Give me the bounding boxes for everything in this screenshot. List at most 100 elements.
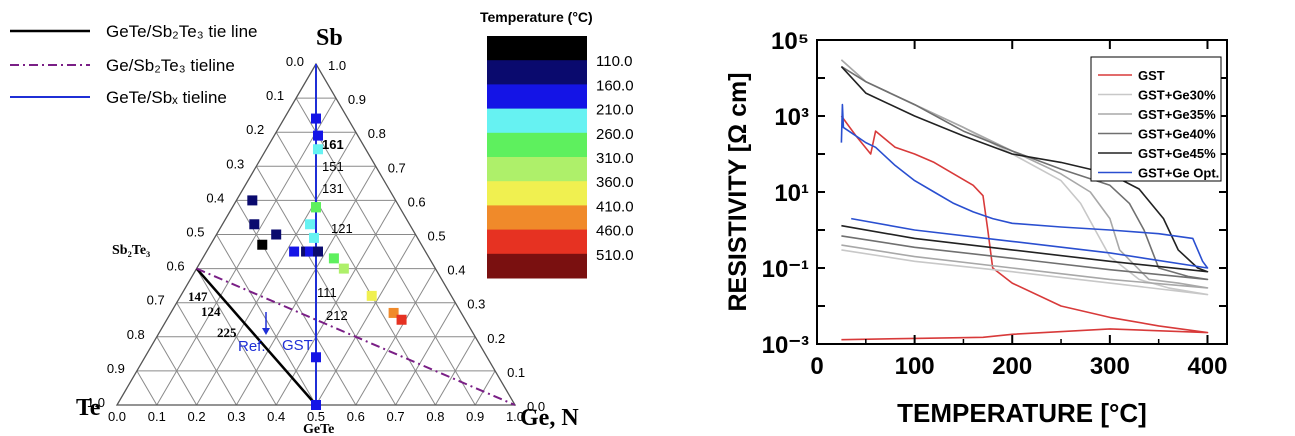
- y-tick-label: 10¹: [774, 180, 809, 207]
- ternary-tick-labels: 0.01.00.00.10.90.10.20.80.20.30.70.30.40…: [87, 54, 545, 424]
- tick-label-bottom: 0.8: [426, 409, 444, 424]
- ternary-point: [305, 219, 316, 230]
- tick-label-right: 0.1: [507, 365, 525, 380]
- grid-line-te: [156, 336, 198, 406]
- tick-label-right: 0.9: [348, 92, 366, 107]
- legend-label: GST: [1138, 68, 1165, 83]
- ternary-point: [396, 314, 407, 325]
- legend-label: GST+Ge30%: [1138, 88, 1216, 103]
- colorbar-swatch: [487, 253, 587, 279]
- ternary-annotation: 111: [317, 285, 337, 300]
- grid-line-te: [176, 302, 237, 406]
- tick-label-bottom: 0.9: [466, 409, 484, 424]
- x-tick-label: 400: [1187, 353, 1227, 380]
- tick-label-left: 0.0: [286, 54, 304, 69]
- grid-line-ge: [235, 166, 377, 406]
- ternary-point: [289, 246, 300, 257]
- y-tick-label: 10⁵: [771, 28, 809, 55]
- ternary-annotation: 212: [326, 308, 348, 323]
- ternary-annotation: 121: [331, 221, 353, 236]
- ternary-annotation: 151: [322, 159, 344, 174]
- series-line: [840, 65, 1209, 281]
- vertex-label-left: Te: [76, 395, 101, 421]
- ternary-point: [312, 130, 323, 141]
- ternary-point: [366, 290, 377, 301]
- colorbar-swatch: [487, 108, 587, 134]
- grid-line-ge: [315, 234, 416, 406]
- ternary-annotation: 225: [217, 325, 237, 340]
- vertex-label-top: Sb: [316, 25, 343, 51]
- grid-line-te: [255, 166, 397, 406]
- resistivity-series: [840, 59, 1209, 341]
- colorbar-swatch: [487, 229, 587, 255]
- x-axis-label: TEMPERATURE [°C]: [897, 398, 1147, 428]
- ternary-point: [338, 263, 349, 274]
- plot-legend: GST GST+Ge30% GST+Ge35% GST+Ge40% GST+Ge45% G…: [1090, 56, 1222, 182]
- grid-line-te: [295, 97, 476, 406]
- legend-label: GST+Ge45%: [1138, 146, 1216, 161]
- colorbar-label: 310.0: [596, 150, 634, 167]
- colorbar-label: 260.0: [596, 126, 634, 143]
- ternary-point: [247, 195, 258, 206]
- y-tick-label: 10³: [774, 104, 809, 131]
- colorbar-label: 110.0: [596, 53, 632, 70]
- legend-label: GST+Ge40%: [1138, 127, 1216, 142]
- y-tick-label: 10⁻¹: [762, 256, 809, 283]
- ternary-point: [305, 246, 316, 257]
- colorbar-label: 210.0: [596, 102, 634, 119]
- series-line: [840, 66, 1209, 273]
- ternary-point: [257, 239, 268, 250]
- x-tick-label: 0: [810, 353, 823, 380]
- tick-label-right: 0.4: [447, 263, 465, 278]
- ternary-point: [309, 232, 320, 243]
- tick-label-left: 0.7: [147, 293, 165, 308]
- colorbar-label: 510.0: [596, 247, 634, 264]
- tick-label-left: 0.1: [266, 88, 284, 103]
- colorbar-label: 160.0: [596, 77, 634, 94]
- temperature-colorbar: Temperature (°C) 110.0 160.0 210.0 260.0 310…: [480, 9, 634, 279]
- colorbar-swatch: [487, 132, 587, 158]
- tick-label-bottom: 0.7: [387, 409, 405, 424]
- grid-line-ge: [355, 268, 436, 406]
- tick-label-bottom: 0.1: [148, 409, 166, 424]
- tick-label-left: 0.6: [167, 259, 185, 274]
- tick-label-bottom: 0.2: [188, 409, 206, 424]
- tick-label-bottom: 0.3: [227, 409, 245, 424]
- colorbar-swatch: [487, 181, 587, 206]
- tick-label-right: 0.5: [428, 229, 446, 244]
- legend-box: [1090, 56, 1222, 182]
- tick-label-left: 1.0: [87, 395, 105, 410]
- ternary-point: [311, 352, 321, 363]
- vertex-label-right: Ge, N: [520, 405, 579, 431]
- colorbar-label: 460.0: [596, 223, 634, 240]
- tick-label-left: 0.8: [127, 327, 145, 342]
- ternary-point: [311, 202, 321, 213]
- colorbar-swatch: [487, 205, 587, 231]
- colorbar-swatch: [487, 60, 587, 85]
- x-tick-label: 300: [1090, 353, 1130, 380]
- grid-line-te: [136, 370, 158, 406]
- grid-line-ge: [434, 336, 476, 406]
- colorbar-label: 360.0: [596, 174, 634, 191]
- resistivity-plot: 0 100 200 300 400 10⁻³ 10⁻¹ 10¹ 10³ 10⁵ TEMPERATU…: [724, 28, 1228, 428]
- series-line: [840, 103, 1209, 269]
- ternary-point: [312, 144, 323, 155]
- colorbar-swatches: [487, 36, 587, 279]
- grid-line-ge: [156, 97, 337, 406]
- ternary-diagram: 0.01.00.00.10.90.10.20.80.20.30.70.30.40…: [10, 9, 634, 436]
- tick-label-left: 0.4: [206, 190, 224, 205]
- legend-label-ge-sb2te3: Ge/Sb₂Te₃ tieline: [106, 56, 235, 75]
- ternary-point: [328, 253, 339, 264]
- ternary-point: [311, 113, 321, 124]
- ternary-annotation: GST: [282, 337, 313, 354]
- legend-entries: GST GST+Ge30% GST+Ge35% GST+Ge40% GST+Ge45% G…: [1098, 68, 1219, 181]
- colorbar-swatch: [487, 157, 587, 182]
- colorbar-swatch: [487, 84, 587, 110]
- tick-label-bottom: 0.0: [108, 409, 126, 424]
- y-axis-label: RESISTIVITY [Ω cm]: [724, 72, 752, 311]
- tick-label-left: 0.2: [246, 122, 264, 137]
- ternary-annotation: 161: [322, 137, 344, 152]
- ternary-point: [249, 219, 260, 230]
- ternary-annotation: Ref.: [238, 338, 266, 355]
